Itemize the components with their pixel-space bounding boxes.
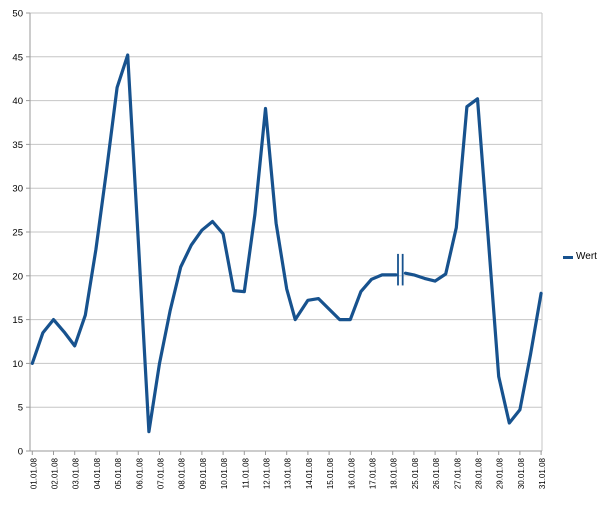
- x-tick-label: 17.01.08: [369, 457, 378, 489]
- x-tick-label: 01.01.08: [29, 457, 38, 489]
- x-tick-label: 03.01.08: [72, 457, 81, 489]
- x-tick-label: 13.01.08: [284, 457, 293, 489]
- y-tick-label: 10: [12, 359, 23, 370]
- x-tick-label: 09.01.08: [199, 457, 208, 489]
- x-tick-label: 31.01.08: [538, 457, 547, 489]
- wert-line-segment: [403, 97, 543, 425]
- x-tick-label: 25.01.08: [411, 457, 420, 489]
- x-tick-label: 07.01.08: [157, 457, 166, 489]
- x-tick-label: 27.01.08: [453, 457, 462, 489]
- x-tick-label: 14.01.08: [305, 457, 314, 489]
- x-tick-label: 04.01.08: [93, 457, 102, 489]
- x-tick-label: 10.01.08: [220, 457, 229, 489]
- wert-line-segment: [30, 53, 398, 434]
- y-tick-label: 0: [18, 447, 23, 458]
- x-tick-label: 29.01.08: [496, 457, 505, 489]
- y-tick-label: 25: [12, 228, 23, 239]
- legend-series-label: Wert: [576, 251, 597, 262]
- x-tick-label: 18.01.08: [390, 457, 399, 489]
- x-tick-label: 11.01.08: [241, 457, 250, 488]
- y-tick-label: 20: [12, 271, 23, 282]
- x-tick-label: 28.01.08: [475, 457, 484, 489]
- x-tick-label: 05.01.08: [114, 457, 123, 489]
- y-tick-label: 45: [12, 52, 23, 63]
- x-tick-label: 26.01.08: [432, 457, 441, 489]
- x-tick-label: 15.01.08: [326, 457, 335, 489]
- x-tick-label: 16.01.08: [347, 457, 356, 489]
- y-tick-label: 50: [12, 9, 23, 20]
- x-tick-label: 02.01.08: [51, 457, 60, 489]
- legend-line-marker-icon: [563, 255, 573, 259]
- y-tick-label: 15: [12, 315, 23, 326]
- x-tick-label: 08.01.08: [178, 457, 187, 489]
- y-tick-label: 5: [18, 403, 23, 414]
- x-tick-label: 30.01.08: [517, 457, 526, 489]
- y-tick-label: 35: [12, 140, 23, 151]
- x-tick-label: 12.01.08: [263, 457, 272, 489]
- chart-legend: Wert: [563, 250, 597, 264]
- x-tick-label: 06.01.08: [135, 457, 144, 489]
- y-tick-label: 40: [12, 96, 23, 107]
- y-tick-label: 30: [12, 184, 23, 195]
